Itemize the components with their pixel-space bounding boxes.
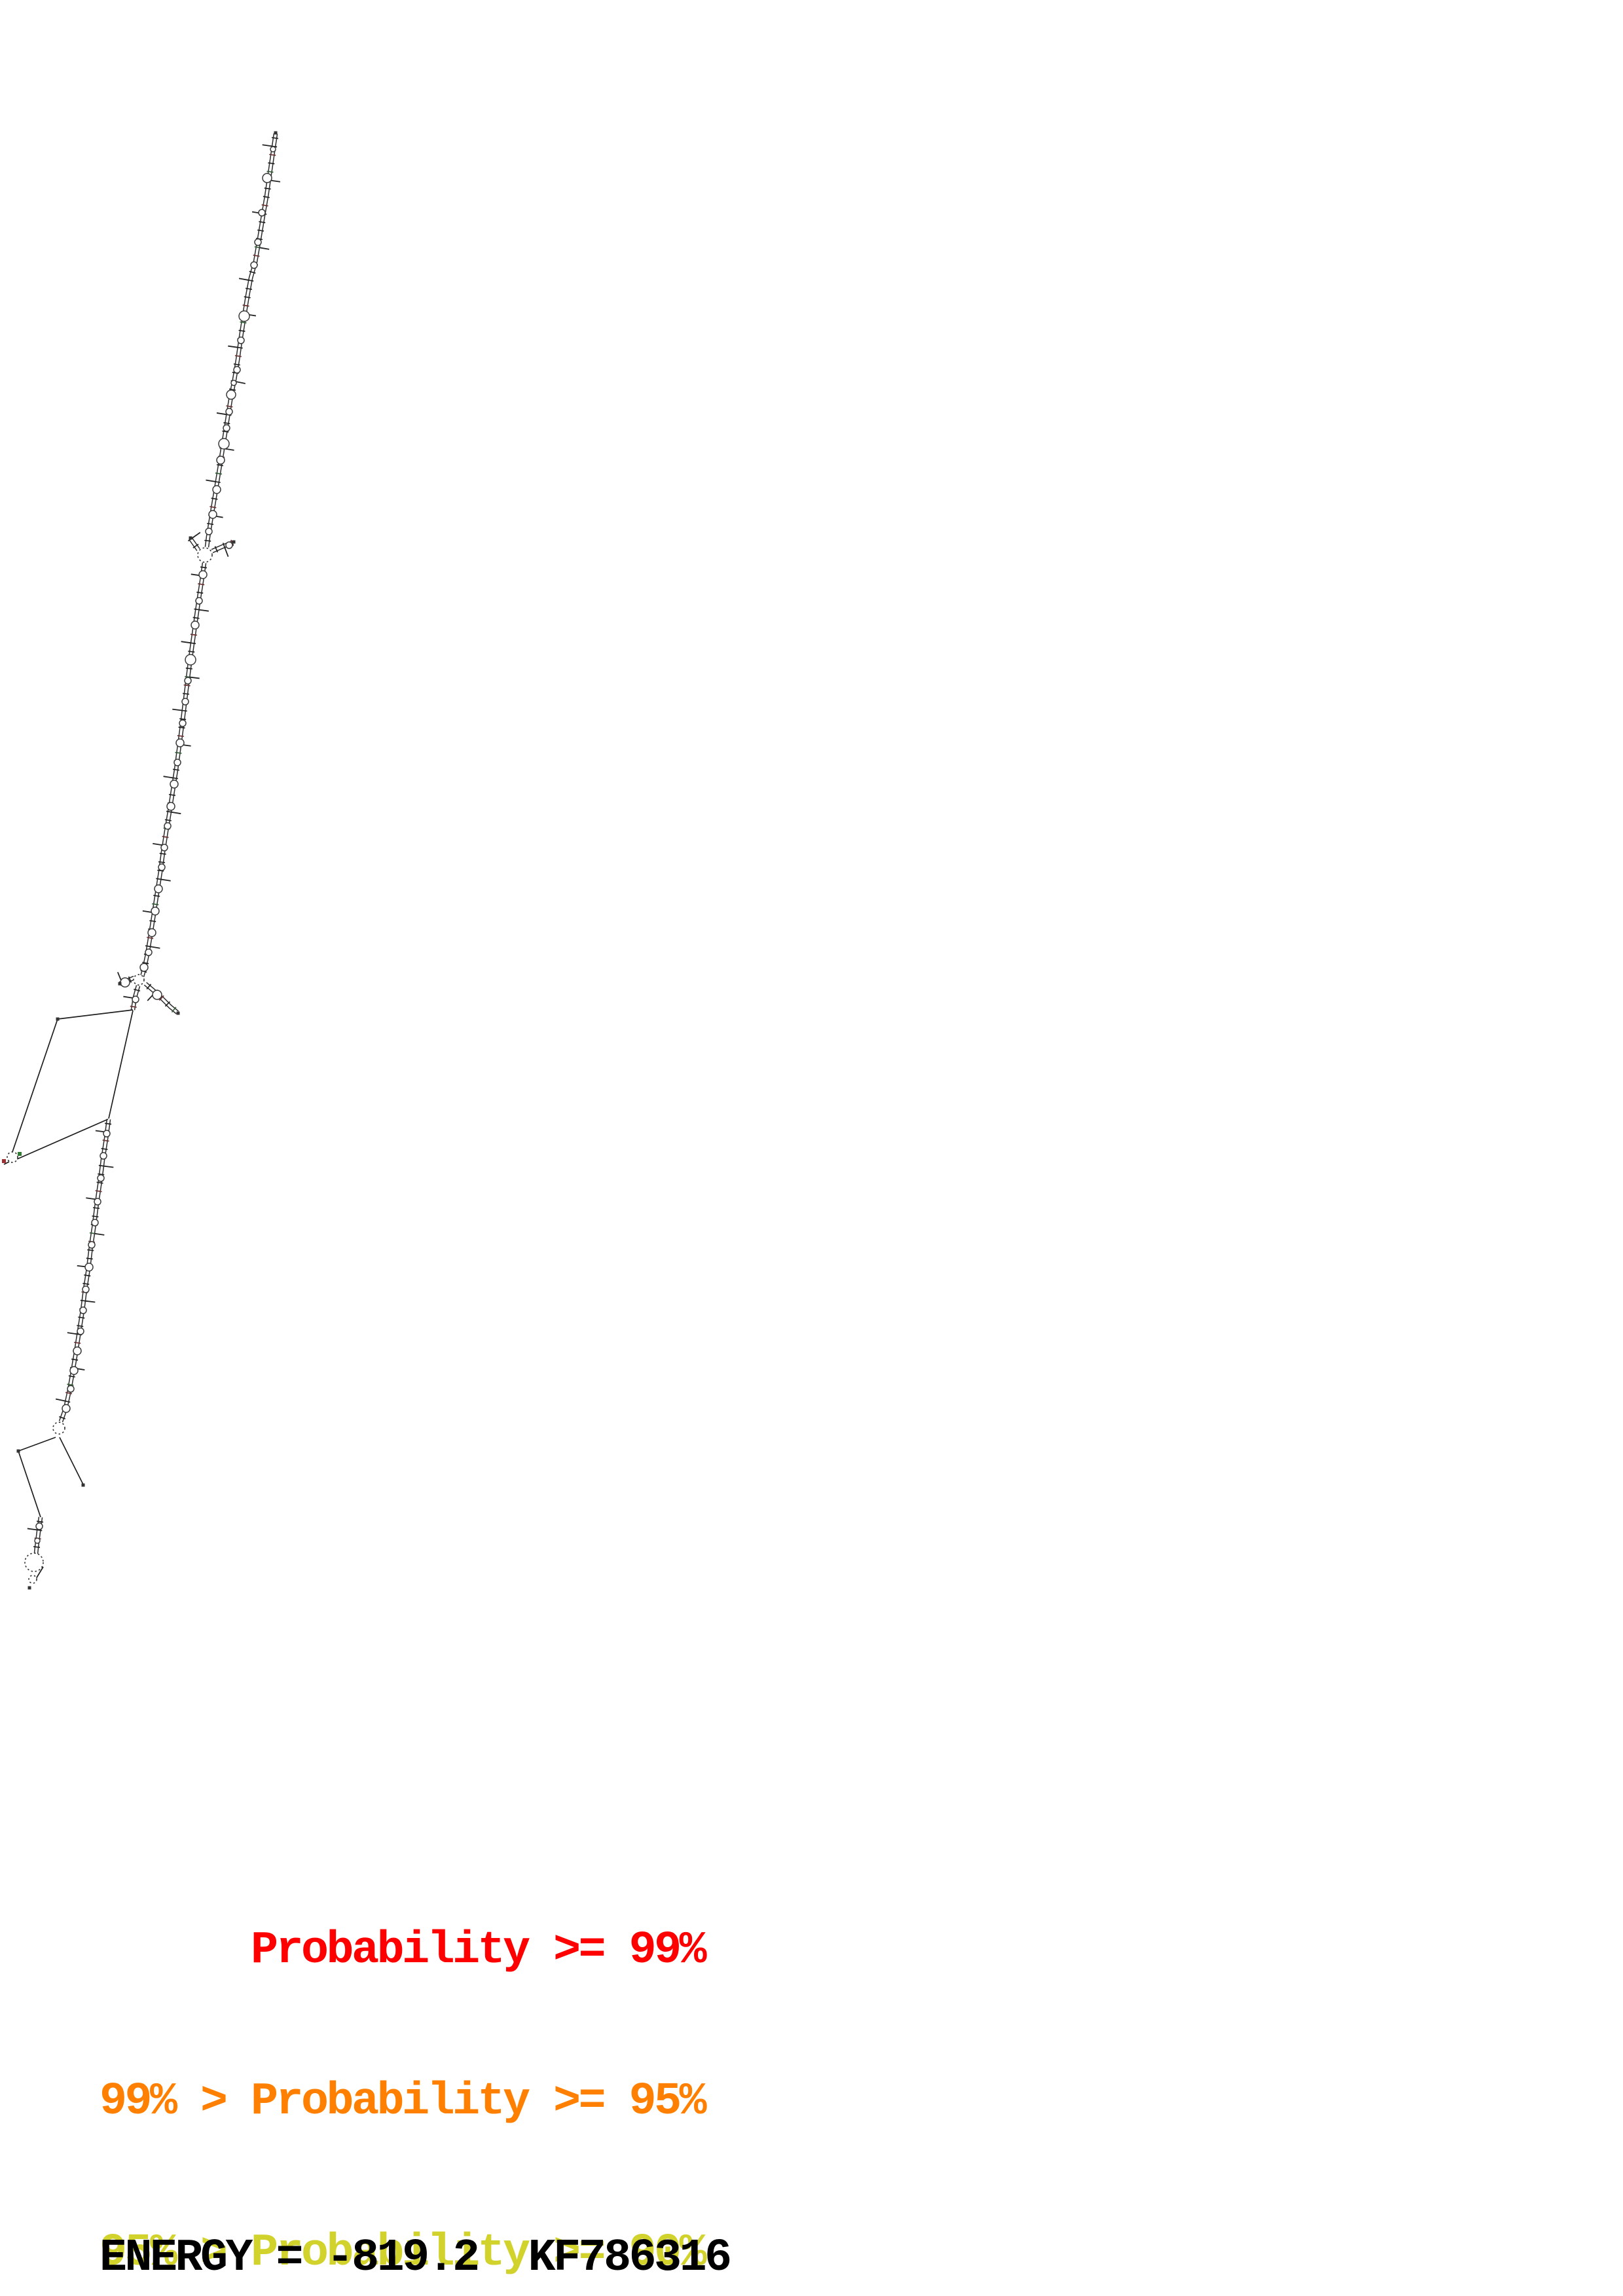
probability-legend: Probability >= 99% 99% > Probability >= … xyxy=(100,1825,707,2296)
legend-row: 99% > Probability >= 95% xyxy=(100,2076,707,2128)
energy-line: ENERGY = -819.2 KF786316 xyxy=(100,2233,732,2284)
legend-row: 95% > Probability >= 90% xyxy=(100,2227,707,2279)
legend-row: Probability >= 99% xyxy=(100,1925,707,1977)
